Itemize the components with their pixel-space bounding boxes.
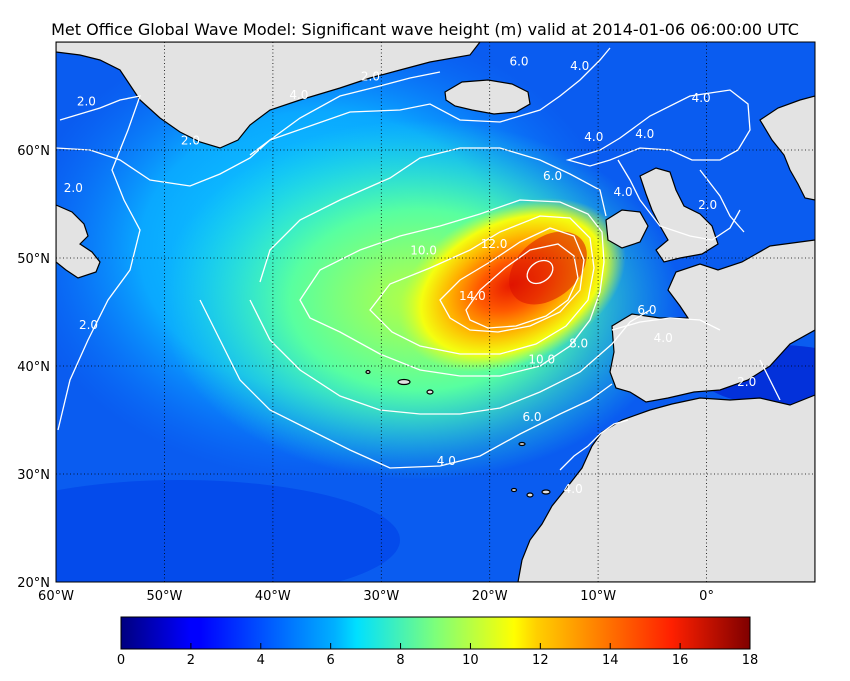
contour-2-norway xyxy=(699,169,745,233)
contour-label: 2.0 xyxy=(79,318,98,332)
contour-2-med xyxy=(759,359,781,401)
contour-10 xyxy=(369,215,595,355)
contour-lines xyxy=(56,47,781,471)
contour-label: 4.0 xyxy=(564,482,583,496)
land-canaries-2 xyxy=(526,492,534,498)
land-canaries-3 xyxy=(510,487,518,493)
land-ireland xyxy=(605,209,649,249)
colorbar-tick-label: 2 xyxy=(187,653,195,668)
contour-label: 10.0 xyxy=(410,243,437,257)
lat-tick-label: 60°N xyxy=(17,144,50,159)
contour-label: 4.0 xyxy=(635,127,654,141)
land-greenland xyxy=(56,42,481,149)
land-iceland xyxy=(444,79,531,115)
lon-tick-label: 20°W xyxy=(472,589,508,604)
contour-4-outer xyxy=(199,299,613,469)
contour-2-greenland xyxy=(56,71,441,187)
contour-6-loop xyxy=(259,147,607,283)
land-labrador xyxy=(56,204,101,279)
land-great-britain xyxy=(639,167,719,263)
contour-16 xyxy=(526,259,554,285)
plot-frame xyxy=(55,41,816,583)
lat-tick-label: 30°N xyxy=(17,468,50,483)
graticule xyxy=(56,42,815,582)
contour-labels: 2.0 2.0 2.0 2.0 2.0 4.0 6.0 4.0 4.0 4.0 4.0 4.0 2.0 6… xyxy=(64,54,756,496)
longitude-tick-labels: 60°W 50°W 40°W 30°W 20°W 10°W 0° xyxy=(38,589,714,604)
land-madeira xyxy=(518,441,526,447)
contour-label: 2.0 xyxy=(181,133,200,147)
contour-label: 4.0 xyxy=(289,88,308,102)
contour-label: 4.0 xyxy=(692,91,711,105)
lon-tick-label: 60°W xyxy=(38,589,74,604)
contour-label: 6.0 xyxy=(543,169,562,183)
colorbar-tick-label: 18 xyxy=(742,653,759,668)
colorbar-tick-label: 0 xyxy=(117,653,125,668)
land-azores-2 xyxy=(426,389,434,395)
contour-4-biscay xyxy=(611,317,721,331)
contour-label: 2.0 xyxy=(698,198,717,212)
colorbar-gradient xyxy=(120,616,751,650)
lon-tick-label: 0° xyxy=(699,589,714,604)
contour-label: 4.0 xyxy=(570,59,589,73)
colorbar-tick-label: 16 xyxy=(672,653,689,668)
colorbar: 0 2 4 6 8 10 12 14 16 18 xyxy=(117,616,758,668)
land-norway xyxy=(759,95,815,201)
lat-tick-label: 20°N xyxy=(17,576,50,591)
lon-tick-label: 40°W xyxy=(255,589,291,604)
contour-label: 4.0 xyxy=(654,331,673,345)
contour-label: 10.0 xyxy=(528,353,555,367)
contour-2-west xyxy=(57,95,141,431)
land-azores-1 xyxy=(397,378,411,386)
colorbar-tick-label: 10 xyxy=(462,653,479,668)
contour-label: 12.0 xyxy=(481,237,508,251)
contour-label: 4.0 xyxy=(584,130,603,144)
contour-label: 2.0 xyxy=(737,375,756,389)
contour-label: 4.0 xyxy=(614,185,633,199)
lon-tick-label: 50°W xyxy=(146,589,182,604)
colorbar-tick-label: 8 xyxy=(396,653,404,668)
colorbar-tick-label: 4 xyxy=(257,653,265,668)
contour-label: 2.0 xyxy=(77,94,96,108)
lat-tick-label: 50°N xyxy=(17,252,50,267)
lon-tick-label: 30°W xyxy=(363,589,399,604)
contour-4-iceland xyxy=(565,89,751,167)
colorbar-tick-label: 6 xyxy=(327,653,335,668)
contour-4-uk xyxy=(617,159,741,241)
land-azores-3 xyxy=(365,369,371,375)
lon-tick-label: 10°W xyxy=(580,589,616,604)
colorbar-tick-label: 12 xyxy=(532,653,549,668)
contour-label: 8.0 xyxy=(569,336,588,350)
contour-6-south xyxy=(249,299,651,415)
contour-12 xyxy=(439,227,585,333)
lat-tick-label: 40°N xyxy=(17,360,50,375)
land-masses xyxy=(56,42,815,582)
map-title: Met Office Global Wave Model: Significan… xyxy=(51,20,799,39)
latitude-tick-labels: 20°N 30°N 40°N 50°N 60°N xyxy=(17,144,50,591)
contour-4-main xyxy=(249,47,611,156)
contour-4-africa xyxy=(559,419,629,471)
contour-label: 14.0 xyxy=(459,289,486,303)
land-canaries-1 xyxy=(541,489,551,495)
contour-label: 2.0 xyxy=(64,181,83,195)
contour-14 xyxy=(465,243,579,329)
contour-label: 6.0 xyxy=(522,410,541,424)
contour-label: 6.0 xyxy=(509,54,528,68)
colorbar-ticks: 0 2 4 6 8 10 12 14 16 18 xyxy=(117,643,758,668)
contour-label: 2.0 xyxy=(361,70,380,84)
land-europe xyxy=(609,239,815,403)
contour-label: 4.0 xyxy=(437,454,456,468)
contour-8 xyxy=(299,199,605,377)
land-africa xyxy=(517,394,815,582)
colorbar-tick-label: 14 xyxy=(602,653,619,668)
contour-label: 6.0 xyxy=(637,303,656,317)
